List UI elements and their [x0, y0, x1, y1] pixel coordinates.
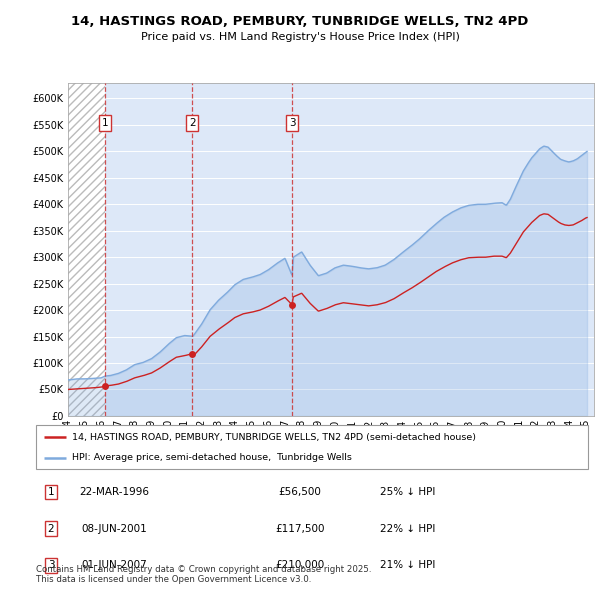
Text: 22-MAR-1996: 22-MAR-1996: [79, 487, 149, 497]
Text: £210,000: £210,000: [275, 560, 325, 571]
Text: 2: 2: [47, 524, 55, 534]
Text: 14, HASTINGS ROAD, PEMBURY, TUNBRIDGE WELLS, TN2 4PD (semi-detached house): 14, HASTINGS ROAD, PEMBURY, TUNBRIDGE WE…: [72, 432, 476, 442]
Text: 3: 3: [47, 560, 55, 571]
Text: 08-JUN-2001: 08-JUN-2001: [81, 524, 147, 534]
Text: 1: 1: [47, 487, 55, 497]
Text: Price paid vs. HM Land Registry's House Price Index (HPI): Price paid vs. HM Land Registry's House …: [140, 32, 460, 42]
Text: 21% ↓ HPI: 21% ↓ HPI: [380, 560, 436, 571]
Text: 14, HASTINGS ROAD, PEMBURY, TUNBRIDGE WELLS, TN2 4PD: 14, HASTINGS ROAD, PEMBURY, TUNBRIDGE WE…: [71, 15, 529, 28]
Text: 3: 3: [289, 118, 295, 128]
Text: 01-JUN-2007: 01-JUN-2007: [81, 560, 147, 571]
Text: 1: 1: [101, 118, 108, 128]
Text: 2: 2: [189, 118, 196, 128]
Text: £56,500: £56,500: [278, 487, 322, 497]
Text: Contains HM Land Registry data © Crown copyright and database right 2025.
This d: Contains HM Land Registry data © Crown c…: [36, 565, 371, 584]
Text: 22% ↓ HPI: 22% ↓ HPI: [380, 524, 436, 534]
Text: £117,500: £117,500: [275, 524, 325, 534]
Text: HPI: Average price, semi-detached house,  Tunbridge Wells: HPI: Average price, semi-detached house,…: [72, 454, 352, 463]
Bar: [68, 83, 105, 416]
Text: 25% ↓ HPI: 25% ↓ HPI: [380, 487, 436, 497]
